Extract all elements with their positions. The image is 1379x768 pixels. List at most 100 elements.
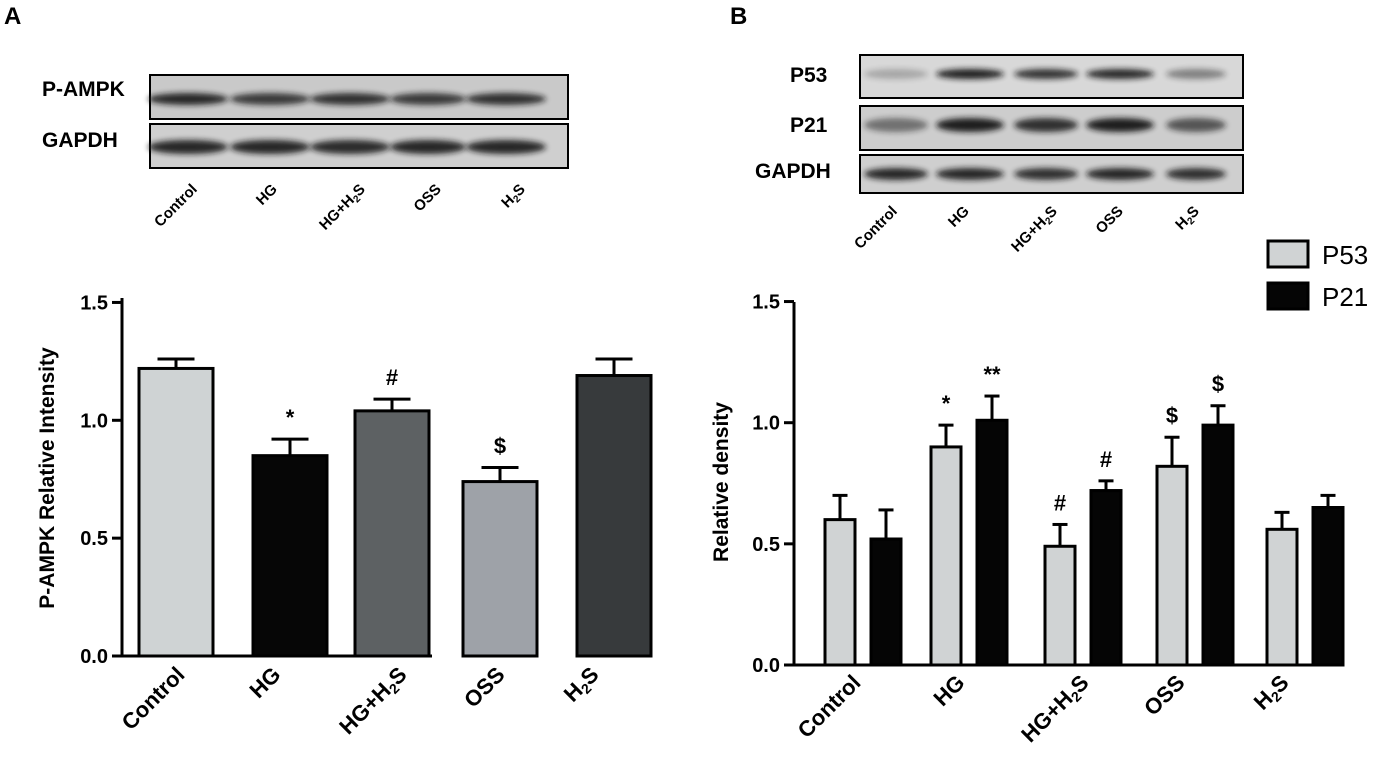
blot-band <box>864 69 928 79</box>
blot-a-row-label-gapdh: GAPDH <box>42 129 118 152</box>
blot-a-lane-oss: OSS <box>410 181 444 215</box>
blot-band <box>466 93 546 105</box>
significance-marker-b-p53-1: * <box>942 391 951 416</box>
y-tick-label: 0.0 <box>752 655 780 677</box>
blot-a-row-label-pampk: P-AMPK <box>42 78 125 101</box>
blot-a-lane-hgh2s: HG+H2S <box>316 181 370 235</box>
significance-marker-a-3: $ <box>494 433 506 458</box>
blot-b-bands <box>864 69 1226 180</box>
significance-marker-b-p21-3: $ <box>1212 372 1224 397</box>
chart-a-bars: * # $ <box>137 357 653 658</box>
y-tick-label: 1.5 <box>80 292 108 314</box>
y-tick-label: 0.0 <box>80 646 108 668</box>
blot-band <box>390 93 466 105</box>
blot-band <box>148 93 228 105</box>
chart-a-yticks: 0.0 0.5 1.0 1.5 <box>80 292 122 668</box>
blot-a-bands <box>148 93 546 154</box>
significance-marker-a-2: # <box>386 365 398 390</box>
chart-a-category-control: Control <box>117 662 190 735</box>
panel-b-blot: P53 P21 GAPDH Control HG HG+H2S OSS H2S <box>755 54 1244 257</box>
blot-band <box>230 93 310 105</box>
bar-b-p21-0 <box>869 537 903 667</box>
blot-band <box>390 140 466 154</box>
chart-a-category-hgh2s: HG+H2S <box>334 662 413 741</box>
blot-b-lane-hg: HG <box>945 203 973 231</box>
blot-band <box>1166 118 1226 132</box>
bar-b-p21-4 <box>1311 506 1345 667</box>
blot-band <box>1014 118 1078 132</box>
panel-b-legend: P53 P21 <box>1266 239 1368 312</box>
bar-b-p53-3 <box>1155 464 1189 667</box>
bar-b-p53-4 <box>1265 527 1299 667</box>
bar-b-p21-2 <box>1089 489 1123 667</box>
blot-band <box>936 69 1004 79</box>
panel-b-chart: Relative density 0.0 0.5 1.0 1.5 * # $ ** # $ Co… <box>710 292 1345 749</box>
bar-a-2 <box>353 409 431 658</box>
legend-label-p53: P53 <box>1322 240 1368 270</box>
y-tick-label: 0.5 <box>80 528 108 550</box>
bar-b-p53-1 <box>929 445 963 667</box>
chart-b-category-hgh2s: HG+H2S <box>1016 670 1095 749</box>
panel-b-letter: B <box>730 3 747 30</box>
blot-band <box>936 118 1004 132</box>
blot-b-row-label-gapdh: GAPDH <box>755 160 831 183</box>
blot-band <box>1086 168 1154 180</box>
panel-a-letter: A <box>4 3 21 30</box>
significance-marker-a-1: * <box>286 405 295 430</box>
blot-band <box>466 140 546 154</box>
chart-a-category-hg: HG <box>245 662 286 703</box>
chart-b-category-oss: OSS <box>1139 670 1190 721</box>
bar-a-0 <box>137 366 215 658</box>
blot-b-lane-control: Control <box>851 203 901 253</box>
blot-band <box>1014 69 1078 79</box>
panel-a-chart: P-AMPK Relative Intensity 0.0 0.5 1.0 1.5 *… <box>36 292 653 741</box>
blot-band <box>148 140 228 154</box>
blot-b-lane-hgh2s: HG+H2S <box>1008 203 1062 257</box>
panel-a-blot: P-AMPK GAPDH Control HG HG+H2S OSS H2S <box>42 74 569 235</box>
bar-b-p53-2 <box>1043 544 1077 667</box>
bar-a-3 <box>461 480 539 658</box>
chart-b-ylabel: Relative density <box>710 402 733 562</box>
blot-band <box>310 140 390 154</box>
chart-a-category-oss: OSS <box>459 662 510 713</box>
significance-marker-b-p21-1: ** <box>983 362 1001 387</box>
chart-a-category-h2s: H2S <box>559 662 605 708</box>
bar-a-1 <box>251 454 329 658</box>
blot-a-lane-control: Control <box>151 181 201 231</box>
y-tick-label: 1.5 <box>752 292 780 314</box>
blot-band <box>1086 118 1154 132</box>
chart-b-category-control: Control <box>793 670 866 743</box>
blot-a-lane-h2s: H2S <box>498 181 530 213</box>
blot-band <box>1014 168 1078 180</box>
blot-band <box>1166 168 1226 180</box>
bar-b-p21-1 <box>975 418 1009 667</box>
blot-b-lane-oss: OSS <box>1092 203 1126 237</box>
blot-a-lane-hg: HG <box>253 181 281 209</box>
chart-b-bars: * # $ ** # $ <box>823 362 1345 667</box>
legend-label-p21: P21 <box>1322 282 1368 312</box>
bar-b-p21-3 <box>1201 423 1235 667</box>
blot-band <box>230 140 310 154</box>
chart-b-category-h2s: H2S <box>1249 670 1295 716</box>
blot-band <box>864 118 928 132</box>
blot-b-lane-h2s: H2S <box>1172 203 1204 235</box>
significance-marker-b-p21-2: # <box>1100 447 1112 472</box>
y-tick-label: 1.0 <box>752 413 780 435</box>
blot-band <box>1086 69 1154 79</box>
legend-swatch-p21 <box>1266 281 1310 311</box>
blot-band <box>936 168 1004 180</box>
blot-b-row-label-p21: P21 <box>790 114 828 137</box>
bar-b-p53-0 <box>823 518 857 667</box>
blot-b-row-label-p53: P53 <box>790 64 827 87</box>
chart-b-yticks: 0.0 0.5 1.0 1.5 <box>752 292 794 677</box>
blot-band <box>310 93 390 105</box>
chart-a-ylabel: P-AMPK Relative Intensity <box>36 347 59 609</box>
legend-swatch-p53 <box>1266 239 1310 269</box>
bar-a-4 <box>575 374 653 658</box>
significance-marker-b-p53-3: $ <box>1166 403 1178 428</box>
blot-band <box>864 168 928 180</box>
y-tick-label: 1.0 <box>80 410 108 432</box>
blot-band <box>1166 69 1226 79</box>
y-tick-label: 0.5 <box>752 534 780 556</box>
